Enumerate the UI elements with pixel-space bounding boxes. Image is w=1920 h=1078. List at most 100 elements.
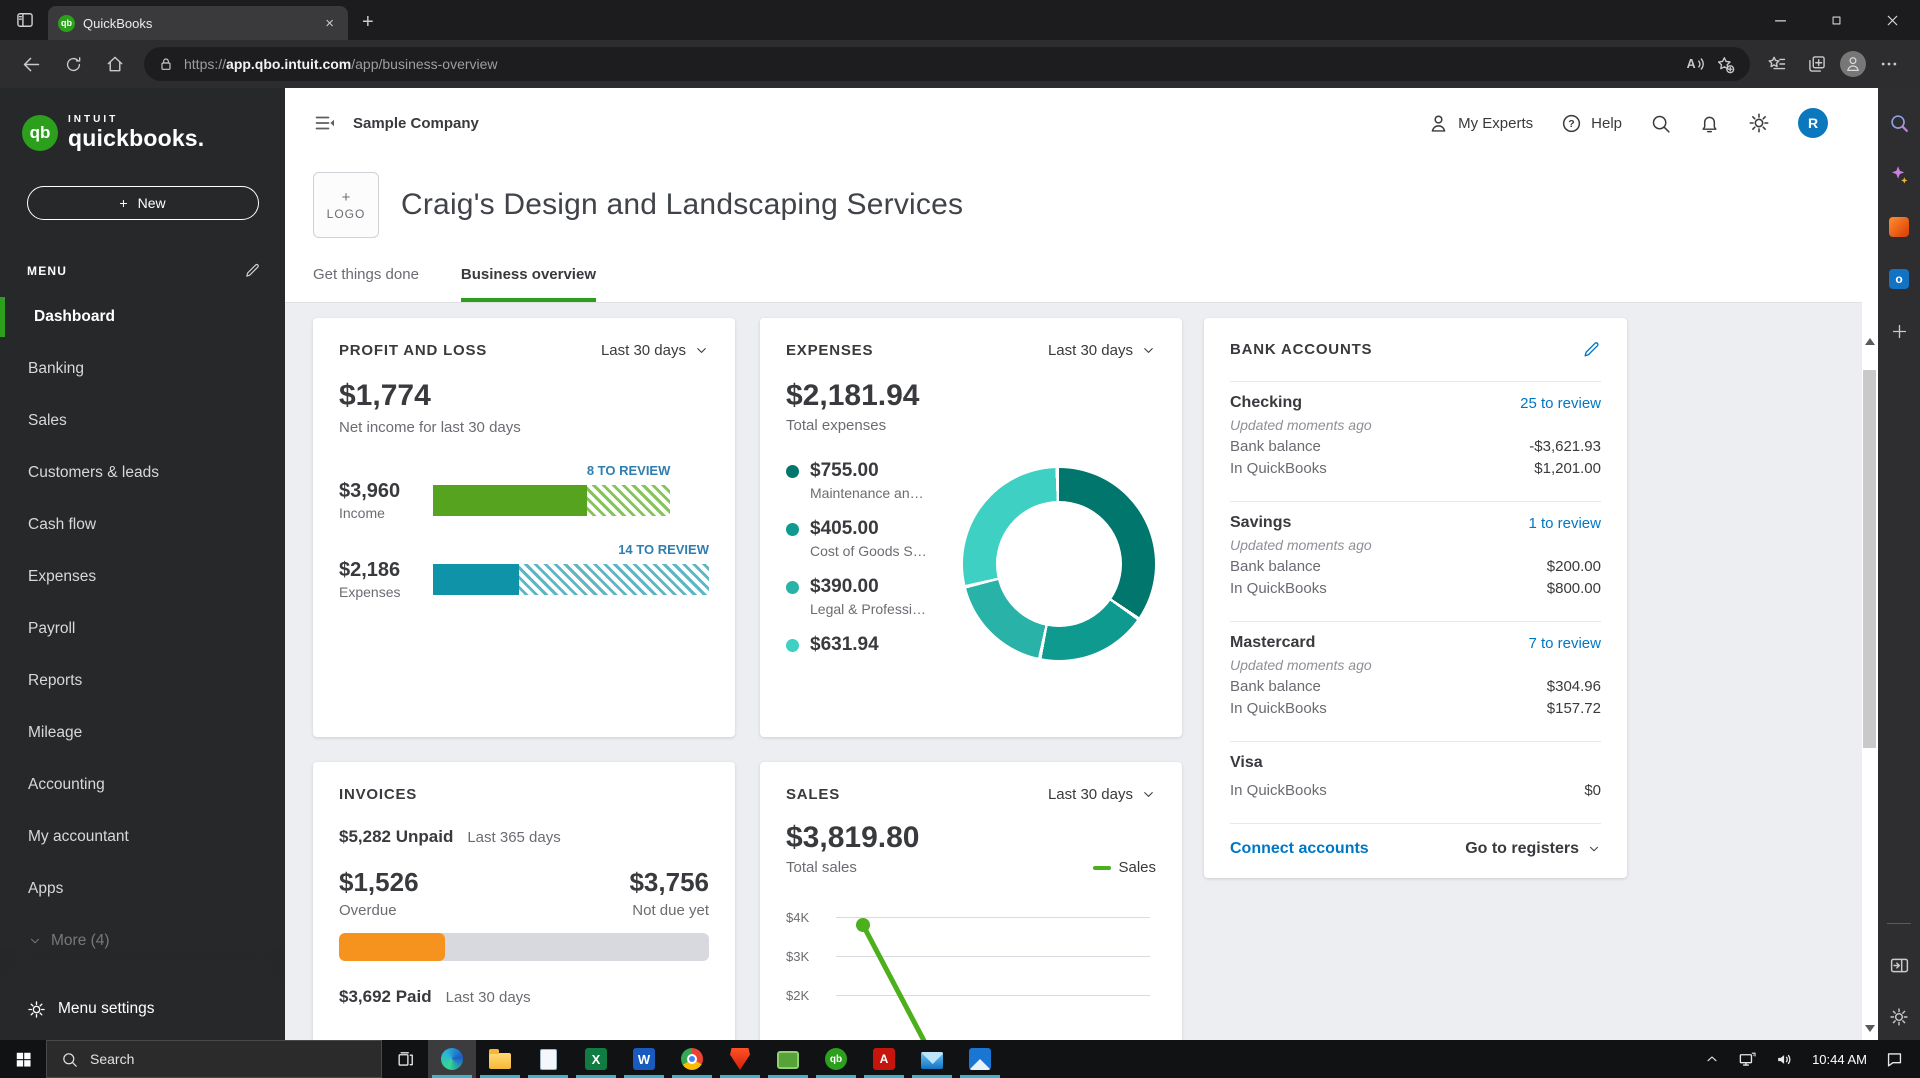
sales-range-dropdown[interactable]: Last 30 days — [1048, 786, 1156, 803]
taskbar-app-remote-desktop[interactable] — [764, 1040, 812, 1078]
legend-item[interactable]: $390.00 Legal & Professi… — [786, 576, 961, 617]
sidebar-item-my-accountant[interactable]: My accountant — [28, 828, 129, 845]
legend-item[interactable]: $755.00 Maintenance an… — [786, 460, 961, 501]
taskbar-app-photos[interactable] — [956, 1040, 1004, 1078]
window-minimize-button[interactable] — [1752, 0, 1808, 40]
url-text[interactable]: https://app.qbo.intuit.com/app/business-… — [184, 56, 1680, 72]
go-to-registers-dropdown[interactable]: Go to registers — [1465, 840, 1601, 858]
connect-accounts-link[interactable]: Connect accounts — [1230, 840, 1369, 857]
invoices-progress-bar[interactable] — [339, 933, 709, 961]
toggle-sidebar-icon[interactable] — [1888, 954, 1910, 976]
sidebar-item-customers-leads[interactable]: Customers & leads — [28, 464, 159, 481]
company-logo-upload[interactable]: + LOGO — [313, 172, 379, 238]
expenses-bar[interactable] — [433, 564, 709, 595]
window-maximize-button[interactable] — [1808, 0, 1864, 40]
help-button[interactable]: Help — [1561, 113, 1622, 134]
expenses-range-dropdown[interactable]: Last 30 days — [1048, 342, 1156, 359]
search-icon[interactable] — [1650, 113, 1671, 134]
scrollbar-thumb[interactable] — [1863, 370, 1876, 748]
sidebar-item-banking[interactable]: Banking — [28, 360, 85, 377]
legend-item[interactable]: $631.94 — [786, 634, 961, 656]
taskbar-app-edge[interactable] — [428, 1040, 476, 1078]
office-icon[interactable] — [1888, 216, 1910, 238]
vertical-tabs-button[interactable] — [10, 5, 40, 35]
address-bar[interactable]: https://app.qbo.intuit.com/app/business-… — [144, 47, 1750, 81]
new-button[interactable]: + New — [26, 186, 259, 220]
to-review-link[interactable]: 25 to review — [1520, 394, 1601, 412]
browser-profile-avatar[interactable] — [1840, 51, 1866, 77]
taskbar-search-box[interactable]: Search — [46, 1040, 382, 1078]
taskbar-app-acrobat[interactable]: A — [860, 1040, 908, 1078]
sidebar-item-more[interactable]: More (4) — [0, 915, 285, 967]
action-center-icon[interactable] — [1885, 1050, 1904, 1069]
to-review-link[interactable]: 1 to review — [1528, 514, 1601, 532]
settings-menu-button[interactable] — [1872, 47, 1906, 81]
taskbar-app-word[interactable]: W — [620, 1040, 668, 1078]
taskbar-app-brave[interactable] — [716, 1040, 764, 1078]
copilot-sparkle-icon[interactable] — [1888, 164, 1910, 186]
favorites-button[interactable] — [1760, 47, 1794, 81]
page-scrollbar[interactable] — [1862, 88, 1878, 1040]
reload-button[interactable] — [56, 47, 90, 81]
expenses-review-link[interactable]: 14 TO REVIEW — [618, 542, 709, 557]
taskbar-app-file-explorer[interactable] — [476, 1040, 524, 1078]
toolbar-right-cluster — [1760, 47, 1906, 81]
sales-line-chart[interactable]: $4K $3K $2K — [786, 898, 1156, 1040]
scroll-up-arrow[interactable] — [1865, 338, 1875, 345]
scroll-down-arrow[interactable] — [1865, 1025, 1875, 1032]
sidebar-item-mileage[interactable]: Mileage — [28, 724, 83, 741]
tab-get-things-done[interactable]: Get things done — [313, 266, 419, 283]
home-button[interactable] — [98, 47, 132, 81]
income-bar[interactable] — [433, 485, 671, 516]
back-button[interactable] — [14, 47, 48, 81]
add-sidebar-app-icon[interactable] — [1888, 320, 1910, 342]
sidebar-item-sales[interactable]: Sales — [28, 412, 67, 429]
read-aloud-button[interactable] — [1680, 49, 1710, 79]
clock[interactable]: 10:44 AM — [1812, 1051, 1867, 1067]
taskbar-app-mail[interactable] — [908, 1040, 956, 1078]
to-review-link[interactable]: 7 to review — [1528, 634, 1601, 652]
sidebar-item-expenses[interactable]: Expenses — [28, 568, 97, 585]
edit-menu-pencil-icon[interactable] — [244, 262, 261, 279]
start-button[interactable] — [0, 1040, 46, 1078]
sidebar-item-accounting[interactable]: Accounting — [28, 776, 105, 793]
user-avatar[interactable]: R — [1798, 108, 1828, 138]
task-view-button[interactable] — [382, 1040, 428, 1078]
sidebar-item-payroll[interactable]: Payroll — [28, 620, 76, 637]
tab-close-icon[interactable]: × — [325, 14, 334, 32]
my-experts-button[interactable]: My Experts — [1428, 113, 1533, 134]
window-close-button[interactable] — [1864, 0, 1920, 40]
hidden-icons-chevron[interactable] — [1704, 1051, 1720, 1067]
sidebar-item-cash-flow[interactable]: Cash flow — [28, 516, 97, 533]
taskbar-app-chrome[interactable] — [668, 1040, 716, 1078]
new-tab-button[interactable]: + — [362, 11, 374, 33]
sidebar-item-reports[interactable]: Reports — [28, 672, 83, 689]
overdue-block[interactable]: $1,526 Overdue — [339, 867, 419, 919]
settings-gear-icon[interactable] — [1748, 112, 1770, 134]
taskbar-app-quickbooks[interactable]: qb — [812, 1040, 860, 1078]
network-icon[interactable] — [1738, 1050, 1757, 1069]
sidebar-search-icon[interactable] — [1888, 112, 1910, 134]
y-tick: $3K — [786, 949, 810, 964]
collections-button[interactable] — [1800, 47, 1834, 81]
not-due-block[interactable]: $3,756 Not due yet — [629, 867, 709, 919]
menu-settings-button[interactable]: Menu settings — [0, 978, 285, 1040]
edit-accounts-pencil-icon[interactable] — [1582, 340, 1601, 359]
legend-item[interactable]: $405.00 Cost of Goods S… — [786, 518, 961, 559]
income-review-link[interactable]: 8 TO REVIEW — [586, 463, 671, 478]
tab-business-overview[interactable]: Business overview — [460, 266, 596, 302]
sidebar-settings-gear-icon[interactable] — [1888, 1006, 1910, 1028]
expenses-donut-chart[interactable] — [963, 468, 1155, 660]
sidebar-item-apps[interactable]: Apps — [28, 880, 64, 897]
collapse-menu-icon[interactable] — [313, 111, 337, 135]
browser-tab[interactable]: qb QuickBooks × — [48, 6, 348, 40]
outlook-icon[interactable]: o — [1888, 268, 1910, 290]
sidebar-item-dashboard[interactable]: Dashboard — [0, 291, 285, 343]
notifications-bell-icon[interactable] — [1699, 113, 1720, 134]
add-favorite-button[interactable] — [1710, 49, 1740, 79]
pl-range-dropdown[interactable]: Last 30 days — [601, 342, 709, 359]
company-switcher[interactable]: Sample Company — [353, 114, 479, 132]
taskbar-app-notepad[interactable] — [524, 1040, 572, 1078]
volume-icon[interactable] — [1775, 1050, 1794, 1069]
taskbar-app-excel[interactable]: X — [572, 1040, 620, 1078]
